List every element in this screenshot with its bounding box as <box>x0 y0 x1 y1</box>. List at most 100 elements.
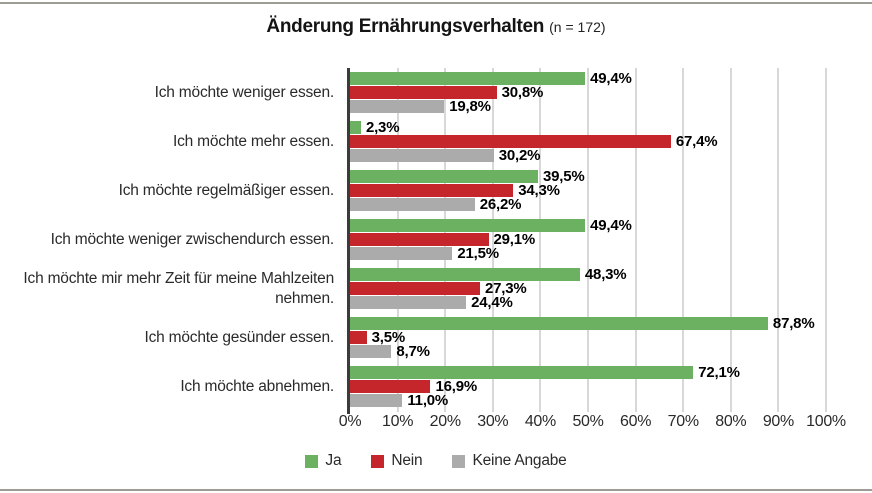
x-tick-label: 0% <box>338 413 362 430</box>
gridline-40 <box>539 68 542 412</box>
gridline-30 <box>491 68 494 412</box>
x-tick-label: 20% <box>429 413 461 430</box>
bar-row: 11,0% <box>350 392 826 409</box>
bar-row: 24,4% <box>350 294 826 311</box>
bar-nein <box>350 233 489 246</box>
bar-keine-angabe <box>350 394 403 407</box>
legend-label: Ja <box>325 452 342 469</box>
legend-item-ja: Ja <box>305 452 342 470</box>
bar-row: 2,3% <box>350 119 826 136</box>
bar-row: 26,2% <box>350 197 826 212</box>
bar-row: 16,9% <box>350 378 826 395</box>
value-label: 11,0% <box>407 392 449 409</box>
gridline-90 <box>777 68 780 412</box>
bar-row: 21,5% <box>350 245 826 262</box>
bar-nein <box>350 282 480 295</box>
category-label: Ich möchte mehr essen. <box>172 132 334 150</box>
bar-ja <box>350 72 586 85</box>
category-label: Ich möchte weniger zwischendurch essen. <box>50 230 335 248</box>
bar-keine-angabe <box>350 100 445 113</box>
y-axis-line <box>347 68 350 414</box>
legend-label: Keine Angabe <box>472 452 567 469</box>
value-label: 30,2% <box>498 147 541 164</box>
bar-nein <box>350 86 497 99</box>
value-label: 19,8% <box>449 98 491 115</box>
category-label: Ich möchte weniger essen. <box>154 83 335 101</box>
gridline-70 <box>682 68 685 412</box>
bar-keine-angabe <box>350 345 392 358</box>
bar-keine-angabe <box>350 247 453 260</box>
value-label: 34,3% <box>518 182 560 199</box>
value-label: 30,8% <box>501 84 544 101</box>
bar-row: 3,5% <box>350 329 826 346</box>
value-label: 8,7% <box>396 343 430 360</box>
gridline-80 <box>729 68 732 412</box>
legend-swatch <box>371 454 385 468</box>
bar-ja <box>350 268 580 281</box>
bar-group: 87,8% 3,5% 8,7% <box>350 313 826 362</box>
bar-ja <box>350 170 539 183</box>
bar-group: 2,3% 67,4% 30,2% <box>350 117 826 166</box>
x-tick-label: 10% <box>382 413 414 430</box>
top-rule <box>0 2 872 4</box>
category-label: Ich möchte abnehmen. <box>180 377 334 395</box>
value-label: 39,5% <box>543 168 585 185</box>
value-label: 67,4% <box>675 133 718 150</box>
bar-group: 39,5% 34,3% 26,2% <box>350 166 826 215</box>
sample-size: (n = 172) <box>549 19 606 35</box>
bar-row: 39,5% <box>350 168 826 185</box>
bar-keine-angabe <box>350 149 494 162</box>
legend-item-keine-angabe: Keine Angabe <box>452 452 567 470</box>
x-tick-label: 40% <box>524 413 556 430</box>
bar-ja <box>350 219 586 232</box>
legend-item-nein: Nein <box>371 452 423 470</box>
x-tick-label: 90% <box>762 413 794 430</box>
chart-title-row: Änderung Ernährungsverhalten (n = 172) <box>0 16 872 38</box>
value-label: 48,3% <box>584 266 627 283</box>
bar-row: 29,1% <box>350 231 826 248</box>
bar-row: 30,2% <box>350 147 826 164</box>
category-label: Ich möchte regelmäßiger essen. <box>118 181 335 199</box>
bottom-rule <box>0 489 872 491</box>
value-label: 72,1% <box>698 364 740 381</box>
gridline-50 <box>587 68 589 412</box>
value-label: 21,5% <box>457 245 499 262</box>
bar-ja <box>350 121 361 134</box>
legend: Ja Nein Keine Angabe <box>0 452 872 470</box>
bar-nein <box>350 331 367 344</box>
value-label: 27,3% <box>484 280 527 297</box>
bar-row: 48,3% <box>350 266 826 283</box>
x-tick-label: 70% <box>667 413 699 430</box>
legend-label: Nein <box>391 452 423 469</box>
x-tick-label: 80% <box>715 413 747 430</box>
bar-row: 8,7% <box>350 343 826 360</box>
value-label: 2,3% <box>365 119 400 136</box>
gridline-100 <box>825 68 827 412</box>
bar-ja <box>350 366 694 379</box>
bar-nein <box>350 184 514 197</box>
value-label: 29,1% <box>493 231 536 248</box>
value-label: 16,9% <box>435 378 477 395</box>
value-label: 24,4% <box>471 294 513 311</box>
bar-row: 49,4% <box>350 71 826 86</box>
bar-keine-angabe <box>350 296 467 309</box>
bar-row: 19,8% <box>350 98 826 115</box>
bar-nein <box>350 135 671 148</box>
bar-row: 49,4% <box>350 218 826 233</box>
bar-group: 49,4% 29,1% 21,5% <box>350 215 826 264</box>
bar-row: 67,4% <box>350 133 826 150</box>
x-tick-label: 50% <box>572 413 604 430</box>
category-labels: Ich möchte weniger essen. Ich möchte mehr… <box>0 68 342 411</box>
bar-row: 72,1% <box>350 364 826 381</box>
x-tick-label: 100% <box>806 413 846 430</box>
x-tick-label: 60% <box>620 413 652 430</box>
bar-row: 27,3% <box>350 280 826 297</box>
bar-keine-angabe <box>350 198 475 211</box>
bar-group: 48,3% 27,3% 24,4% <box>350 264 826 313</box>
category-label: Ich möchte gesünder essen. <box>144 328 334 346</box>
bar-row: 34,3% <box>350 182 826 199</box>
value-label: 3,5% <box>371 329 406 346</box>
bar-nein <box>350 380 431 393</box>
